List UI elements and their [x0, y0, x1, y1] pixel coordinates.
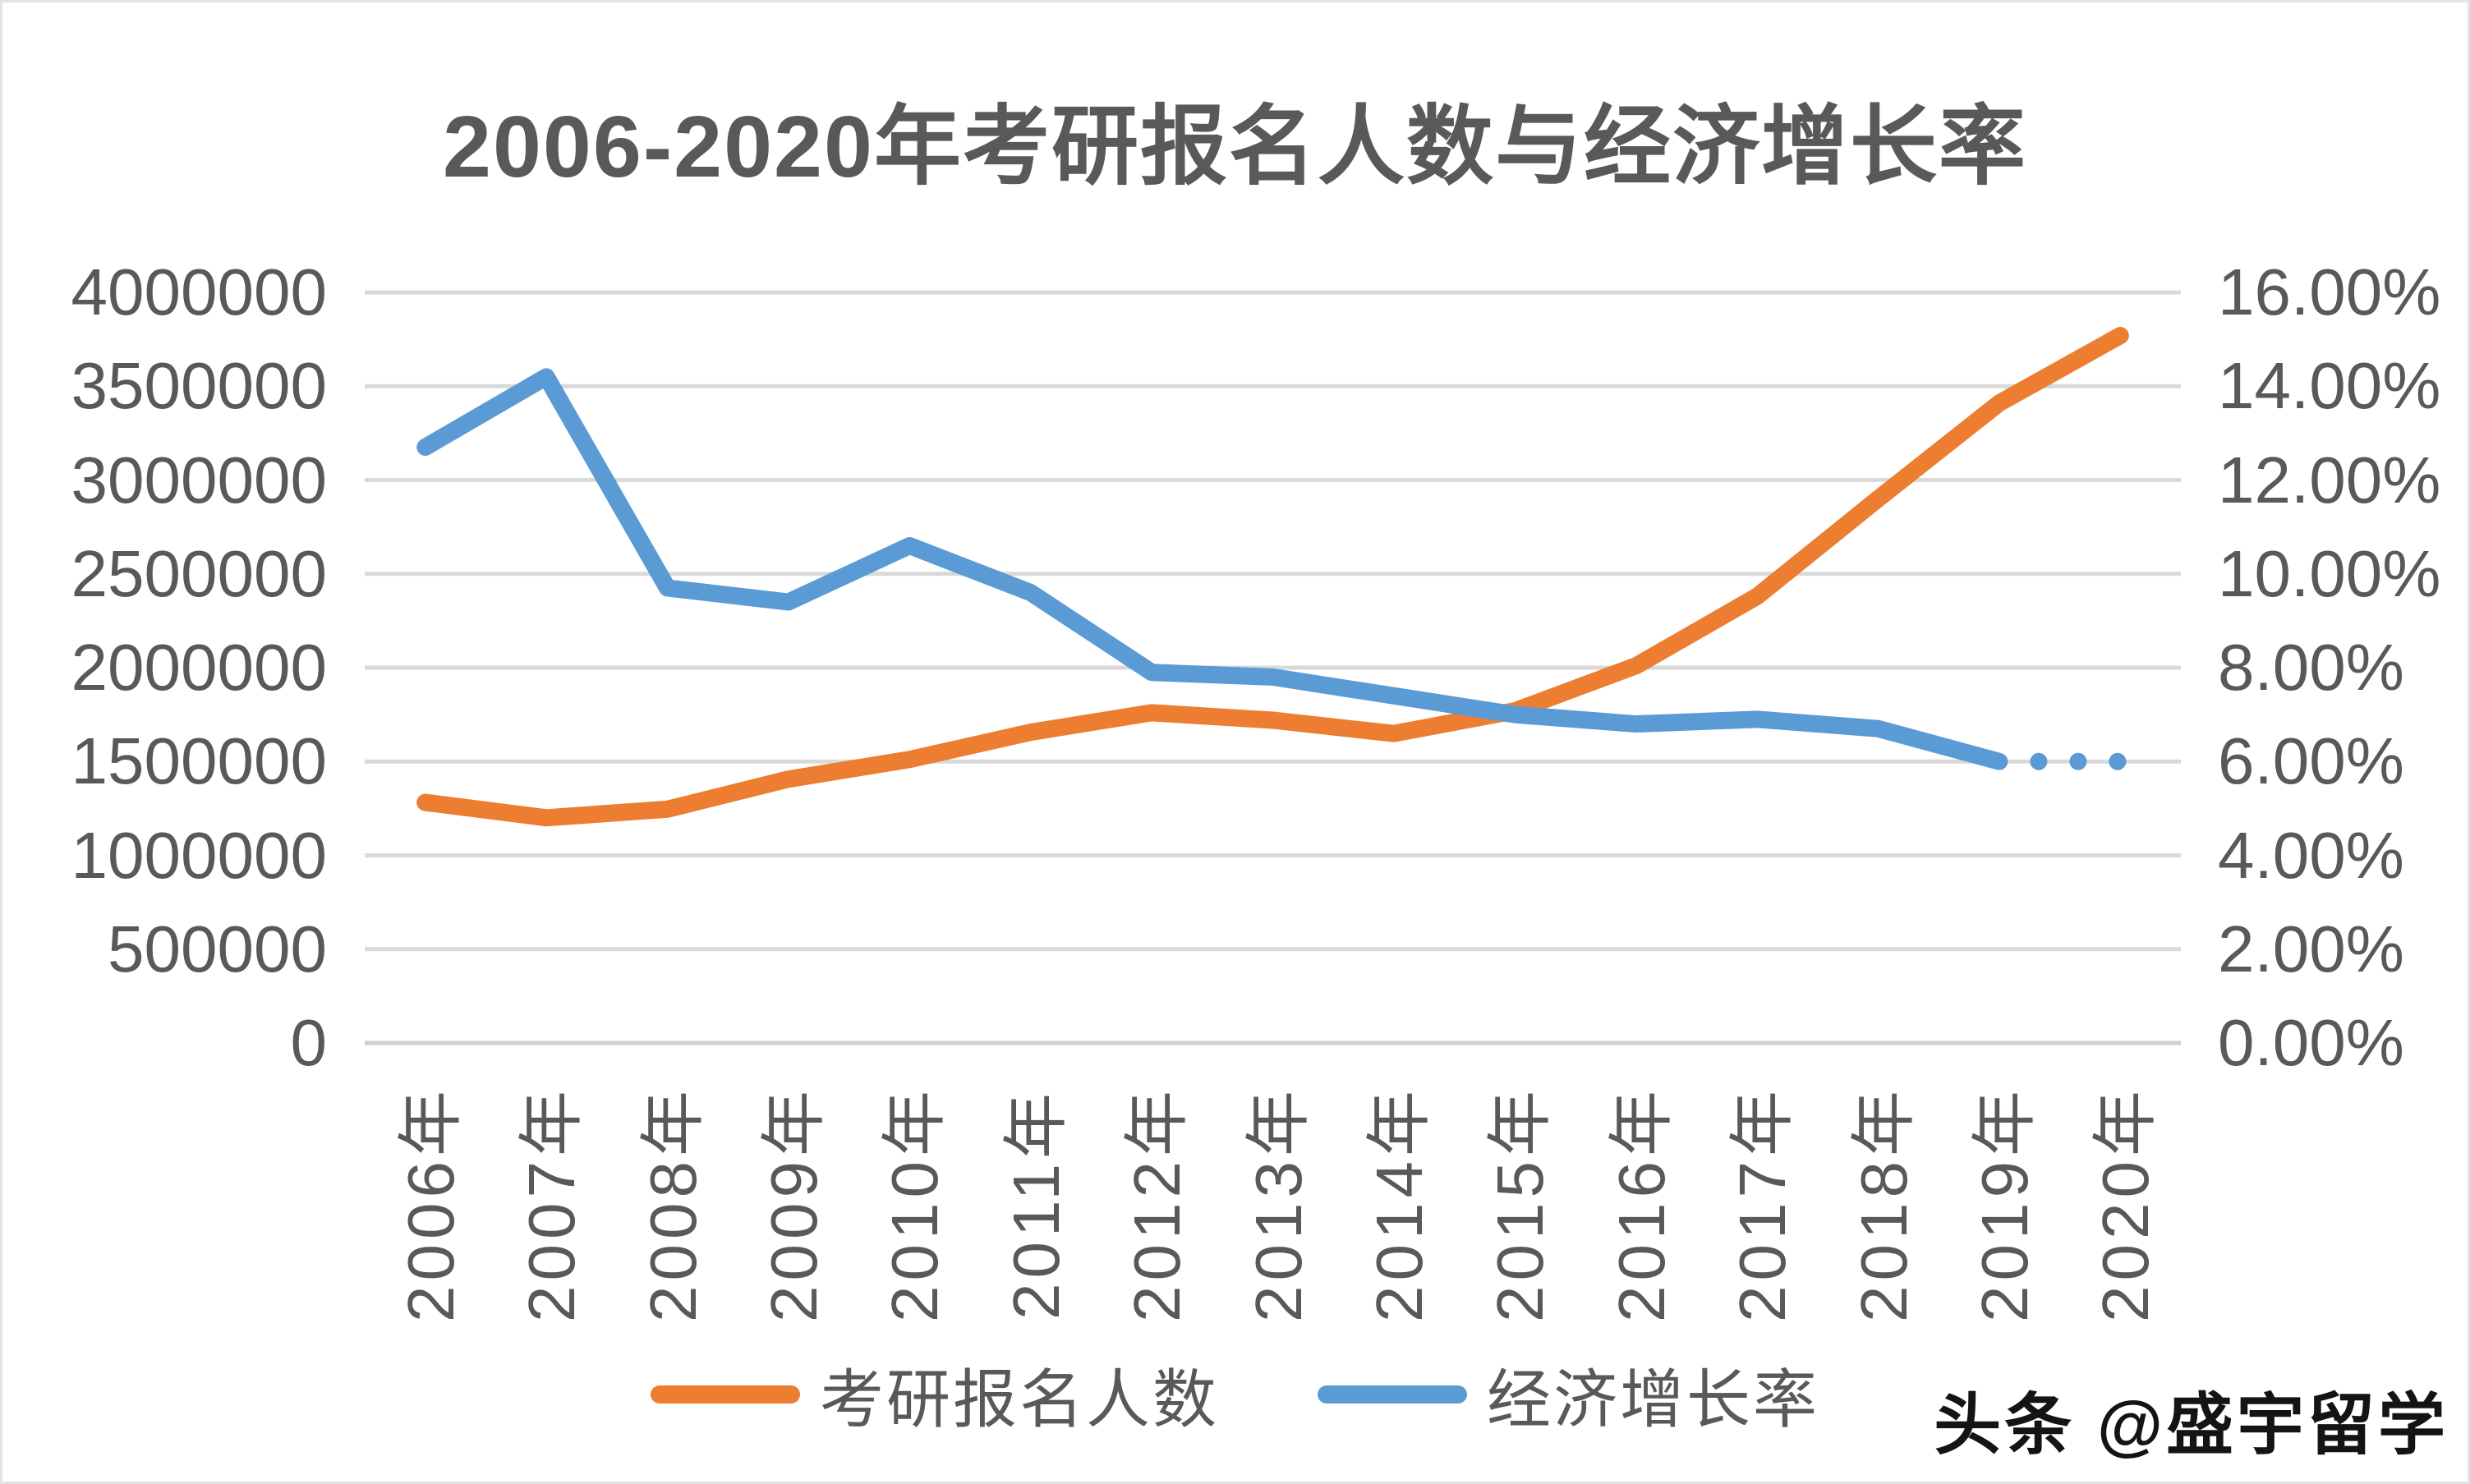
right-axis-tick-label: 16.00% [2218, 255, 2441, 329]
right-axis-tick-label: 2.00% [2218, 912, 2404, 986]
right-axis-tick-label: 10.00% [2218, 536, 2441, 610]
x-axis-label: 2018年 [1847, 1086, 1920, 1322]
x-axis-label: 2017年 [1726, 1086, 1800, 1322]
right-axis-tick-label: 8.00% [2218, 631, 2404, 704]
left-axis-tick-label: 1500000 [71, 724, 327, 798]
left-axis-tick-label: 3500000 [71, 349, 327, 423]
x-axis-label: 2006年 [393, 1086, 467, 1322]
legend-swatch-applicants-line [650, 1385, 800, 1404]
series-line-applicants [416, 327, 2129, 827]
legend-item-growth: 经济增长率 [1318, 1348, 1819, 1440]
left-axis-tick-label: 3000000 [71, 443, 327, 517]
x-axis-label: 2010年 [878, 1086, 952, 1322]
legend-label-growth: 经济增长率 [1487, 1363, 1820, 1436]
left-axis-tick-label: 2500000 [71, 536, 327, 610]
legend: 考研报名人数 经济增长率 [0, 1348, 2470, 1440]
legend-label-applicants: 考研报名人数 [819, 1363, 1219, 1436]
x-axis-label: 2013年 [1241, 1086, 1315, 1322]
left-axis-tick-label: 500000 [108, 912, 327, 986]
left-axis-tick-label: 0 [290, 1006, 328, 1079]
legend-swatch-growth-line [1318, 1385, 1467, 1404]
right-axis-tick-label: 0.00% [2218, 1006, 2404, 1079]
x-axis-label: 2014年 [1362, 1086, 1436, 1322]
right-axis-tick-label: 12.00% [2218, 443, 2441, 517]
right-axis-tick-label: 6.00% [2218, 724, 2404, 798]
x-axis-label: 2019年 [1967, 1086, 2041, 1322]
watermark-toutiao: 头条 @盛宇留学 [1934, 1388, 2449, 1463]
left-axis-tick-label: 1000000 [71, 818, 327, 892]
x-axis-label: 2008年 [636, 1086, 710, 1322]
x-axis-label: 2012年 [1120, 1086, 1194, 1322]
x-axis-label: 2007年 [515, 1086, 589, 1322]
x-axis-label: 2011年 [999, 1087, 1073, 1321]
right-axis-tick-label: 14.00% [2218, 349, 2441, 423]
left-axis-tick-label: 2000000 [71, 631, 327, 704]
series-line-growth [416, 368, 2008, 770]
x-axis-label: 2015年 [1483, 1086, 1557, 1322]
x-axis-label: 2020年 [2089, 1086, 2163, 1322]
x-axis-label: 2016年 [1604, 1086, 1678, 1322]
left-axis-tick-label: 4000000 [71, 255, 327, 329]
x-axis-label: 2009年 [757, 1086, 830, 1322]
legend-item-applicants: 考研报名人数 [650, 1348, 1219, 1440]
right-axis-tick-label: 4.00% [2218, 818, 2404, 892]
chart-title: 2006-2020年考研报名人数与经济增长率 [443, 99, 2027, 195]
